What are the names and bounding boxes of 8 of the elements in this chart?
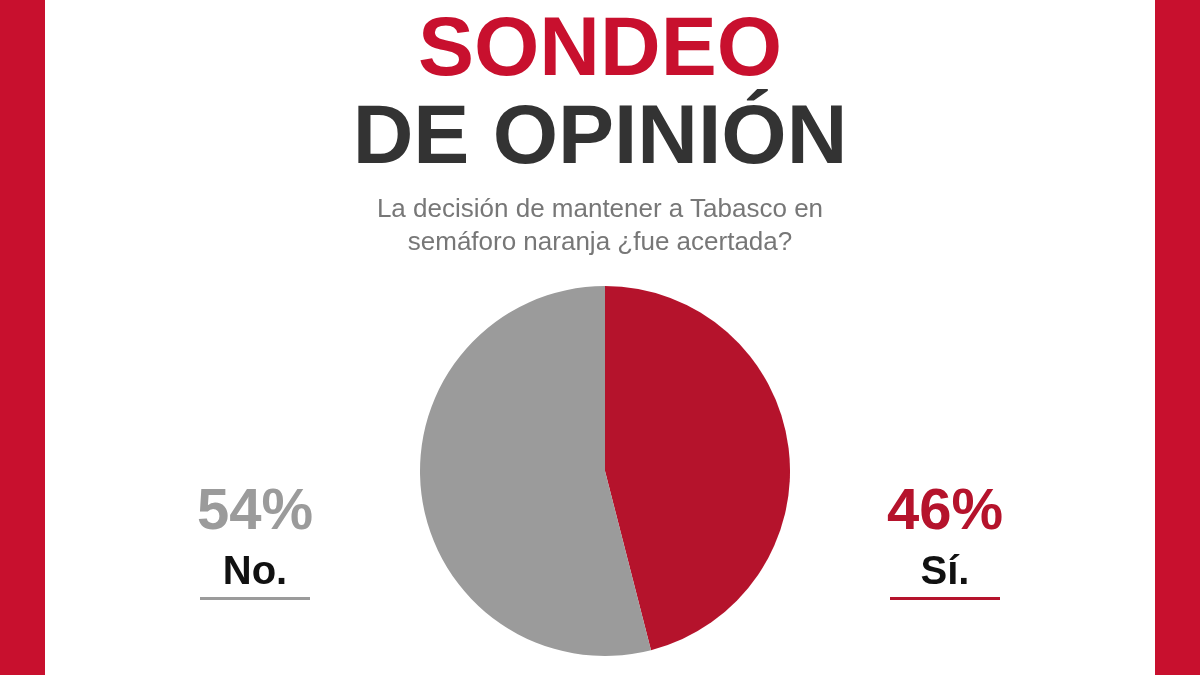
chart-subtitle: DE OPINIÓN	[351, 87, 849, 181]
pie-slice	[420, 286, 652, 656]
text: La decisión de mantener a Tabasco en semáforo naranja ¿fue acertada?	[375, 192, 825, 257]
data-label: 54%	[195, 476, 315, 541]
data-label: 46%	[885, 476, 1005, 541]
slice-label: No.	[221, 548, 289, 593]
pie-slice	[605, 286, 790, 651]
slice-label: Sí.	[919, 548, 971, 593]
